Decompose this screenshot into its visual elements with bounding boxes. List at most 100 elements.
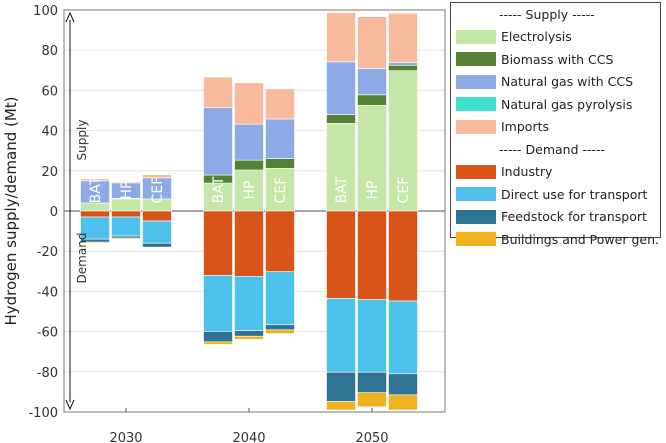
bar-segment-electrolysis xyxy=(326,123,356,212)
legend-header-demand: ----- Demand ----- xyxy=(499,141,606,157)
bar-segment-direct-use-for-transport xyxy=(388,300,418,375)
legend-swatch xyxy=(456,97,496,112)
legend-swatch xyxy=(456,29,496,44)
legend-label: Industry xyxy=(501,164,553,180)
bar-segment-biomass-with-ccs xyxy=(265,158,295,169)
bar-segment-feedstock-for-transport xyxy=(234,330,264,337)
legend-item: Electrolysis xyxy=(451,26,660,49)
bar-segment-buildings-and-power-gen- xyxy=(326,401,356,411)
legend-swatch xyxy=(456,52,496,67)
legend-swatch xyxy=(456,209,496,224)
bar-segment-industry xyxy=(80,210,110,218)
bar-segment-biomass-with-ccs xyxy=(326,114,356,124)
y-tick-label: 20 xyxy=(41,165,58,180)
scenario-label: BAT xyxy=(88,176,104,203)
bar-segment-biomass-with-ccs xyxy=(388,64,418,72)
bar-segment-imports xyxy=(357,16,387,69)
scenario-label: HP xyxy=(242,181,258,200)
bar-segment-natural-gas-with-ccs xyxy=(234,123,264,161)
bar-segment-buildings-and-power-gen- xyxy=(388,394,418,411)
bar-segment-imports xyxy=(111,181,141,184)
bar-segment-electrolysis xyxy=(357,104,387,212)
scenario-label: HP xyxy=(365,181,381,200)
legend-swatch xyxy=(456,232,496,247)
legend-swatch xyxy=(456,74,496,89)
x-tick-label: 2040 xyxy=(232,431,265,443)
legend-item: Direct use for transport xyxy=(451,183,660,206)
bar-segment-direct-use-for-transport xyxy=(234,276,264,331)
legend-item: Natural gas with CCS xyxy=(451,71,660,94)
bar-segment-biomass-with-ccs xyxy=(234,159,264,171)
bar-segment-feedstock-for-transport xyxy=(388,373,418,396)
scenario-label: BAT xyxy=(211,176,227,203)
bar-segment-direct-use-for-transport xyxy=(357,299,387,373)
legend-label: Natural gas with CCS xyxy=(501,74,634,90)
legend-item: Biomass with CCS xyxy=(451,48,660,71)
bar-segment-buildings-and-power-gen- xyxy=(80,241,110,244)
bar-segment-industry xyxy=(388,210,418,302)
legend-item: Buildings and Power gen. xyxy=(451,228,660,251)
arrow-up-icon xyxy=(65,11,75,23)
legend-label: Natural gas pyrolysis xyxy=(501,96,633,112)
legend-item: Natural gas pyrolysis xyxy=(451,93,660,116)
bar-segment-feedstock-for-transport xyxy=(203,331,233,343)
bar-segment-electrolysis xyxy=(203,182,233,212)
bar-segment-electrolysis xyxy=(388,70,418,212)
y-tick-label: 100 xyxy=(33,4,58,19)
bar-segment-natural-gas-with-ccs xyxy=(357,68,387,96)
legend-swatch xyxy=(456,187,496,202)
bar-segment-direct-use-for-transport xyxy=(326,298,356,373)
bar-segment-direct-use-for-transport xyxy=(265,271,295,326)
scenario-label: CEF xyxy=(150,177,166,204)
x-tick-label: 2030 xyxy=(109,431,142,443)
demand-annotation: Demand xyxy=(75,233,89,284)
y-tick-label: 40 xyxy=(41,125,58,140)
bar-segment-biomass-with-ccs xyxy=(357,94,387,106)
bar-segment-direct-use-for-transport xyxy=(203,275,233,332)
bar-segment-electrolysis xyxy=(111,198,141,212)
bar-segment-feedstock-for-transport xyxy=(142,242,172,248)
bar-segment-natural-gas-with-ccs xyxy=(265,118,295,159)
bar-segment-imports xyxy=(142,174,172,179)
bar-segment-feedstock-for-transport xyxy=(326,371,356,402)
bar-segment-industry xyxy=(326,210,356,299)
bar-segment-imports xyxy=(326,12,356,63)
bar-segment-industry xyxy=(357,210,387,300)
bar-segment-industry xyxy=(265,210,295,273)
bar-segment-natural-gas-with-ccs xyxy=(326,61,356,115)
y-tick-label: 80 xyxy=(41,44,58,59)
bar-segment-buildings-and-power-gen- xyxy=(111,237,141,240)
legend-item: Industry xyxy=(451,161,660,184)
legend-item: Feedstock for transport xyxy=(451,206,660,229)
bar-segment-industry xyxy=(111,210,141,218)
scenario-label: HP xyxy=(119,181,135,200)
bar-segment-industry xyxy=(142,210,172,222)
bar-segment-buildings-and-power-gen- xyxy=(234,335,264,340)
plot-frame xyxy=(63,9,446,413)
x-tick-label: 2050 xyxy=(355,431,388,443)
legend-label: Imports xyxy=(501,119,549,135)
scenario-label: CEF xyxy=(273,177,289,204)
legend-label: Biomass with CCS xyxy=(501,51,614,67)
bar-segment-imports xyxy=(265,88,295,120)
y-tick-label: 60 xyxy=(41,84,58,99)
bar-segment-imports xyxy=(234,82,264,125)
legend-swatch xyxy=(456,119,496,134)
legend-header-supply: ----- Supply ----- xyxy=(499,6,595,22)
legend-label: Feedstock for transport xyxy=(501,209,647,225)
legend: ----- Supply ----- Electrolysis Biomass w… xyxy=(450,2,661,247)
y-tick-label: -20 xyxy=(37,245,58,260)
bar-segment-feedstock-for-transport xyxy=(111,235,141,239)
bar-segment-buildings-and-power-gen- xyxy=(203,341,233,345)
bar-segment-industry xyxy=(203,210,233,276)
bar-segment-buildings-and-power-gen- xyxy=(357,392,387,408)
y-tick-label: -80 xyxy=(37,366,58,381)
bar-segment-industry xyxy=(234,210,264,277)
bar-segment-natural-gas-with-ccs xyxy=(388,62,418,66)
bar-segment-feedstock-for-transport xyxy=(357,371,387,394)
bar-segment-direct-use-for-transport xyxy=(142,220,172,244)
bar-segment-feedstock-for-transport xyxy=(265,324,295,331)
y-tick-label: -40 xyxy=(37,285,58,300)
